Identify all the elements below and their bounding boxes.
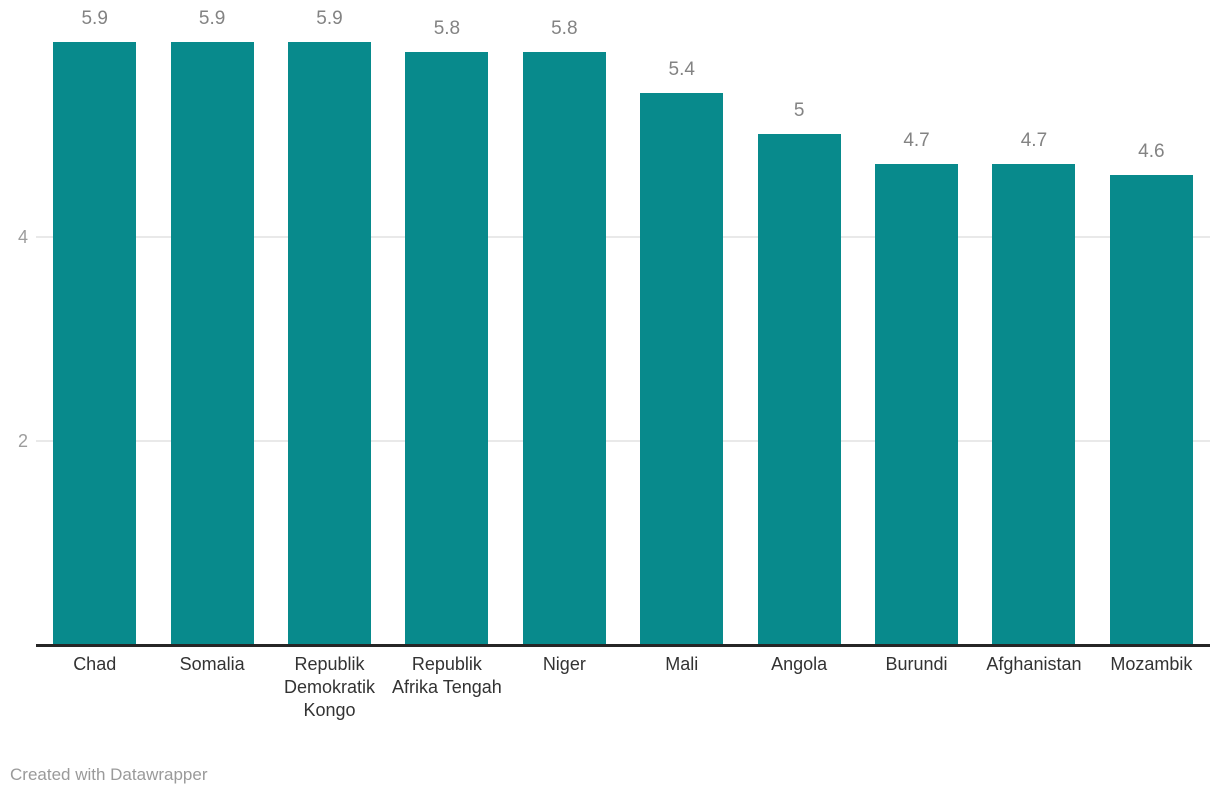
bar-column: 5.9	[153, 0, 270, 644]
bar	[992, 164, 1076, 644]
gridline	[36, 236, 1210, 238]
bar-value-label: 5.8	[433, 18, 461, 39]
bar-value-label: 5.8	[551, 18, 578, 39]
bar	[875, 164, 959, 644]
bar	[53, 42, 137, 644]
bar-value-label: 4.7	[1020, 130, 1048, 151]
x-axis-label: Republik Afrika Tengah	[392, 654, 502, 697]
bar	[405, 52, 489, 644]
datawrapper-credit-link[interactable]: Created with Datawrapper	[10, 765, 208, 784]
bar	[640, 93, 724, 644]
bar-column: 5.8	[506, 0, 623, 644]
bar	[288, 42, 372, 644]
bar	[170, 42, 254, 644]
gridline	[36, 440, 1210, 442]
x-axis-label: Chad	[73, 654, 117, 674]
bar-value-label: 5	[793, 100, 805, 121]
x-axis-label: Angola	[771, 654, 828, 674]
bar	[1109, 175, 1193, 644]
bar-column: 5	[740, 0, 857, 644]
bar-column: 5.4	[623, 0, 740, 644]
bar-value-label: 5.9	[81, 8, 108, 29]
bar-column: 4.6	[1093, 0, 1210, 644]
bar	[757, 134, 841, 644]
x-axis-label: Afghanistan	[986, 654, 1082, 674]
bar-value-label: 4.6	[1138, 141, 1165, 162]
bar-column: 4.7	[858, 0, 975, 644]
plot-area: 2 4 5.9 5.9 5.9 5.8 5.8 5.4 5 4.7 4.7 4.6	[18, 0, 1210, 647]
bar-columns: 5.9 5.9 5.9 5.8 5.8 5.4 5 4.7 4.7 4.6	[36, 0, 1210, 644]
bar-value-label: 4.7	[903, 130, 930, 151]
x-axis-label: Niger	[542, 654, 586, 674]
x-axis-label: Burundi	[885, 654, 948, 674]
y-axis-tick-label: 4	[17, 227, 28, 247]
x-axis: Chad Somalia Republik Demokratik Kongo Repu…	[36, 647, 1210, 722]
y-axis-tick-label: 2	[17, 431, 28, 451]
bar-value-label: 5.4	[668, 59, 695, 80]
x-axis-label: Mali	[665, 654, 699, 674]
bar-column: 5.9	[36, 0, 153, 644]
bar	[522, 52, 606, 644]
bar-column: 5.8	[388, 0, 505, 644]
bar-column: 4.7	[975, 0, 1092, 644]
bar-value-label: 5.9	[198, 8, 226, 29]
bar-column: 5.9	[271, 0, 388, 644]
x-axis-label: Somalia	[179, 654, 245, 674]
x-axis-label: Mozambik	[1110, 654, 1193, 674]
x-axis-label: Republik Demokratik Kongo	[284, 654, 376, 720]
bar-value-label: 5.9	[316, 8, 343, 29]
